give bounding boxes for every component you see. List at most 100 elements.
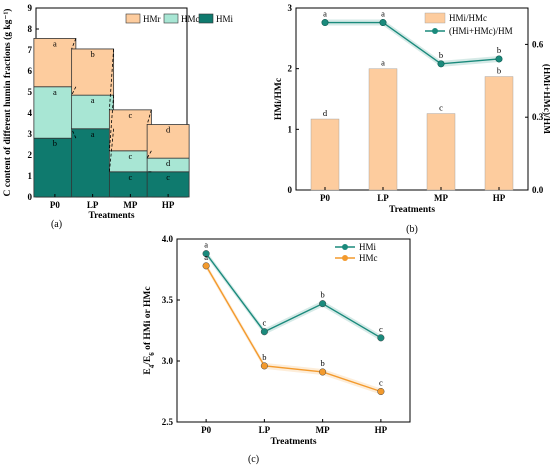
panel-a-significance-letter: a <box>53 87 57 97</box>
panel-a-dashed-connector <box>71 38 77 50</box>
panel-b-bar <box>368 68 398 191</box>
panel-b-line-point <box>379 19 387 27</box>
panel-a-bar-hmr <box>71 48 115 96</box>
panel-a-significance-letter: c <box>166 172 170 182</box>
panel-c-label: (c) <box>248 454 259 465</box>
panel-a-x-tick-label: HP <box>162 200 175 210</box>
panel-a-legend-label-hmr: HMr <box>143 14 161 24</box>
panel-c-point-hmi <box>377 334 385 342</box>
panel-a-legend-swatch-hmr <box>125 13 141 24</box>
panel-a-y-axis-title: C content of different humin fractions (… <box>2 9 13 197</box>
panel-b-y-tick-label: 3 <box>288 3 293 13</box>
panel-b-line-letter: a <box>381 9 385 19</box>
panel-c-letter-hmi: b <box>321 290 325 300</box>
panel-b-y2-tick-label: 0.6 <box>532 39 544 49</box>
panel-a-legend-swatch-hmi <box>198 13 214 24</box>
panel-b-bar <box>484 76 514 191</box>
panel-a-significance-letter: c <box>128 110 132 120</box>
panel-b-bar-letter: b <box>497 66 501 76</box>
panel-c-point-hmi <box>319 300 327 308</box>
panel-a-y-tick-label: 7 <box>28 45 33 55</box>
panel-a-legend-label-hmc: HMc <box>181 14 200 24</box>
panel-c-band-hmc <box>206 262 381 395</box>
panel-c-plot-frame <box>176 238 411 423</box>
panel-c-line-hmi <box>205 253 382 339</box>
panel-c-y-axis-title-part: of HMi or HMc <box>143 286 153 352</box>
panel-a-y-tick-label: 6 <box>28 66 33 76</box>
panel-a-bar-hmr <box>146 124 190 159</box>
panel-b-y-tick-label: 2 <box>288 64 293 74</box>
panel-c-letter-hmc: b <box>321 358 325 368</box>
panel-c-y-tick-label: 3.5 <box>162 295 174 305</box>
panel-b-line-letter: b <box>439 50 443 60</box>
panel-b-x-tick-label: MP <box>434 193 448 203</box>
panel-a-significance-letter: c <box>128 151 132 161</box>
panel-b-y2-tick-label: 0.0 <box>532 185 544 195</box>
panel-c-letter-hmc: b <box>262 352 266 362</box>
panel-c-point-hmc <box>319 368 327 376</box>
panel-c-legend-swatch-marker <box>342 255 348 261</box>
panel-b-line-series <box>325 21 500 65</box>
panel-c-x-tick-label: P0 <box>201 425 211 435</box>
panel-a-dashed-connector <box>146 109 152 125</box>
panel-a-bar-hmi <box>146 171 190 198</box>
panel-b-bar-letter: c <box>439 103 443 113</box>
panel-b-line-letter: b <box>497 45 501 55</box>
panel-a-y-tick-label: 9 <box>28 3 33 13</box>
panel-c-y-axis-title-part: E <box>143 368 153 374</box>
panel-a-legend-swatch-hmc <box>163 13 179 24</box>
panel-a-y-tick-label: 4 <box>28 108 33 118</box>
panel-c-letter-hmc: c <box>379 378 383 388</box>
panel-a-dashed-connector <box>108 48 115 110</box>
panel-a-significance-letter: a <box>53 38 57 48</box>
panel-b-plot-frame <box>295 7 529 191</box>
panel-b-line-point <box>321 19 329 27</box>
panel-c-y-tick-label: 3.0 <box>162 356 174 366</box>
panel-b-y-tick-label: 0 <box>288 185 293 195</box>
panel-a-dashed-connector <box>146 150 152 159</box>
panel-b-line-letter: a <box>323 9 327 19</box>
panel-a-bar-hmr <box>33 38 77 88</box>
panel-b-y-tick-label: 1 <box>288 124 293 134</box>
panel-b-x-tick-label: P0 <box>320 193 330 203</box>
panel-c-band-hmi <box>206 250 381 341</box>
panel-c-legend-label-hmc: HMc <box>359 253 378 263</box>
panel-a-significance-letter: c <box>128 172 132 182</box>
panel-a-significance-letter: b <box>91 49 95 59</box>
panel-c-point-hmi <box>202 250 210 258</box>
panel-c-letter-hmi: a <box>204 240 208 250</box>
panel-a-y-tick-label: 0 <box>28 192 33 202</box>
panel-b-legend-swatch-bar <box>424 12 446 24</box>
panel-a-y-tick-label: 8 <box>28 24 33 34</box>
panel-b-legend-swatch-marker <box>432 28 438 34</box>
panel-c-y-axis-title-part: /E <box>143 356 153 366</box>
panel-a-bar-hmc <box>33 86 77 139</box>
panel-c-legend-swatch-marker <box>342 244 348 250</box>
panel-a-dashed-connector <box>108 95 115 151</box>
panel-a-dashed-connector <box>71 128 77 139</box>
panel-c-y-tick-label: 2.5 <box>162 417 174 427</box>
panel-a-x-tick-label: P0 <box>50 200 60 210</box>
panel-b-x-tick-label: HP <box>493 193 506 203</box>
panel-a-y-tick-label: 2 <box>28 150 33 160</box>
panel-a-x-tick-label: LP <box>87 200 99 210</box>
panel-a-bar-hmi <box>33 137 77 198</box>
panel-a-legend-label-hmi: HMi <box>216 14 234 24</box>
panel-b-label: (b) <box>406 224 418 235</box>
panel-c-y-axis-title-part: 4 <box>148 364 156 368</box>
panel-c-point-hmc <box>260 362 268 370</box>
panel-a-y-tick-label: 1 <box>28 171 33 181</box>
panel-b-legend-label-bar: HMi/HMc <box>449 13 487 23</box>
panel-c-line-hmc <box>205 265 382 393</box>
panel-b-y2-axis-title: (HMi+HMc)/HM <box>541 64 550 134</box>
panel-c-x-tick-label: HP <box>375 425 388 435</box>
panel-c-point-hmc <box>377 387 385 396</box>
panel-c-x-tick-label: MP <box>316 425 330 435</box>
panel-a-bar-hmi <box>71 128 115 198</box>
panel-b-y-axis-title: HMi/HMc <box>274 78 284 120</box>
panel-c-x-axis-title: Treatments <box>270 437 316 447</box>
panel-b-line-point <box>437 60 445 68</box>
panel-c-y-axis-title-part: 6 <box>148 352 156 356</box>
panel-b-bar-letter: a <box>381 58 385 68</box>
